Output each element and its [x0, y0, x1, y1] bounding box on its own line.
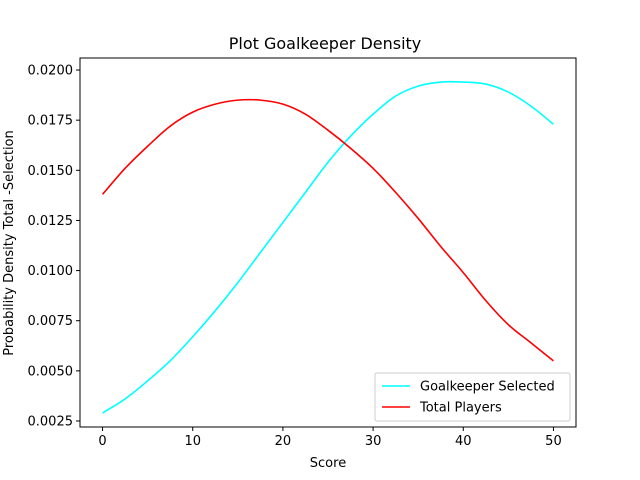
legend-label: Goalkeeper Selected — [420, 380, 555, 395]
y-axis-label: Probability Density Total -Selection — [2, 130, 17, 356]
y-tick-label: 0.0125 — [28, 214, 74, 229]
y-tick-label: 0.0150 — [28, 164, 74, 179]
y-tick-label: 0.0175 — [28, 114, 74, 129]
series-line-total-players — [101, 98, 554, 362]
x-tick-label: 10 — [184, 434, 201, 449]
y-tick-label: 0.0200 — [28, 64, 74, 79]
legend-label: Total Players — [419, 401, 502, 416]
x-tick-label: 40 — [455, 434, 472, 449]
x-tick-label: 0 — [98, 434, 106, 449]
y-tick-label: 0.0050 — [28, 364, 74, 379]
x-axis: 0 10 20 30 40 50 — [98, 427, 562, 449]
x-axis-label: Score — [310, 456, 346, 471]
y-tick-label: 0.0100 — [28, 264, 74, 279]
series-line-goalkeeper-selected — [102, 80, 554, 414]
x-tick-label: 30 — [365, 434, 382, 449]
y-tick-label: 0.0075 — [28, 314, 74, 329]
x-tick-label: 20 — [275, 434, 292, 449]
chart-title: Plot Goalkeeper Density — [229, 34, 422, 53]
plot-area — [101, 80, 554, 414]
y-axis: 0.0025 0.0050 0.0075 0.0100 0.0125 0.0150 0.01… — [28, 64, 80, 429]
legend: Goalkeeper Selected Total Players — [374, 372, 571, 422]
plot-frame — [79, 57, 577, 428]
legend-box — [374, 372, 571, 422]
y-tick-label: 0.0025 — [28, 414, 74, 429]
x-tick-label: 50 — [545, 434, 562, 449]
